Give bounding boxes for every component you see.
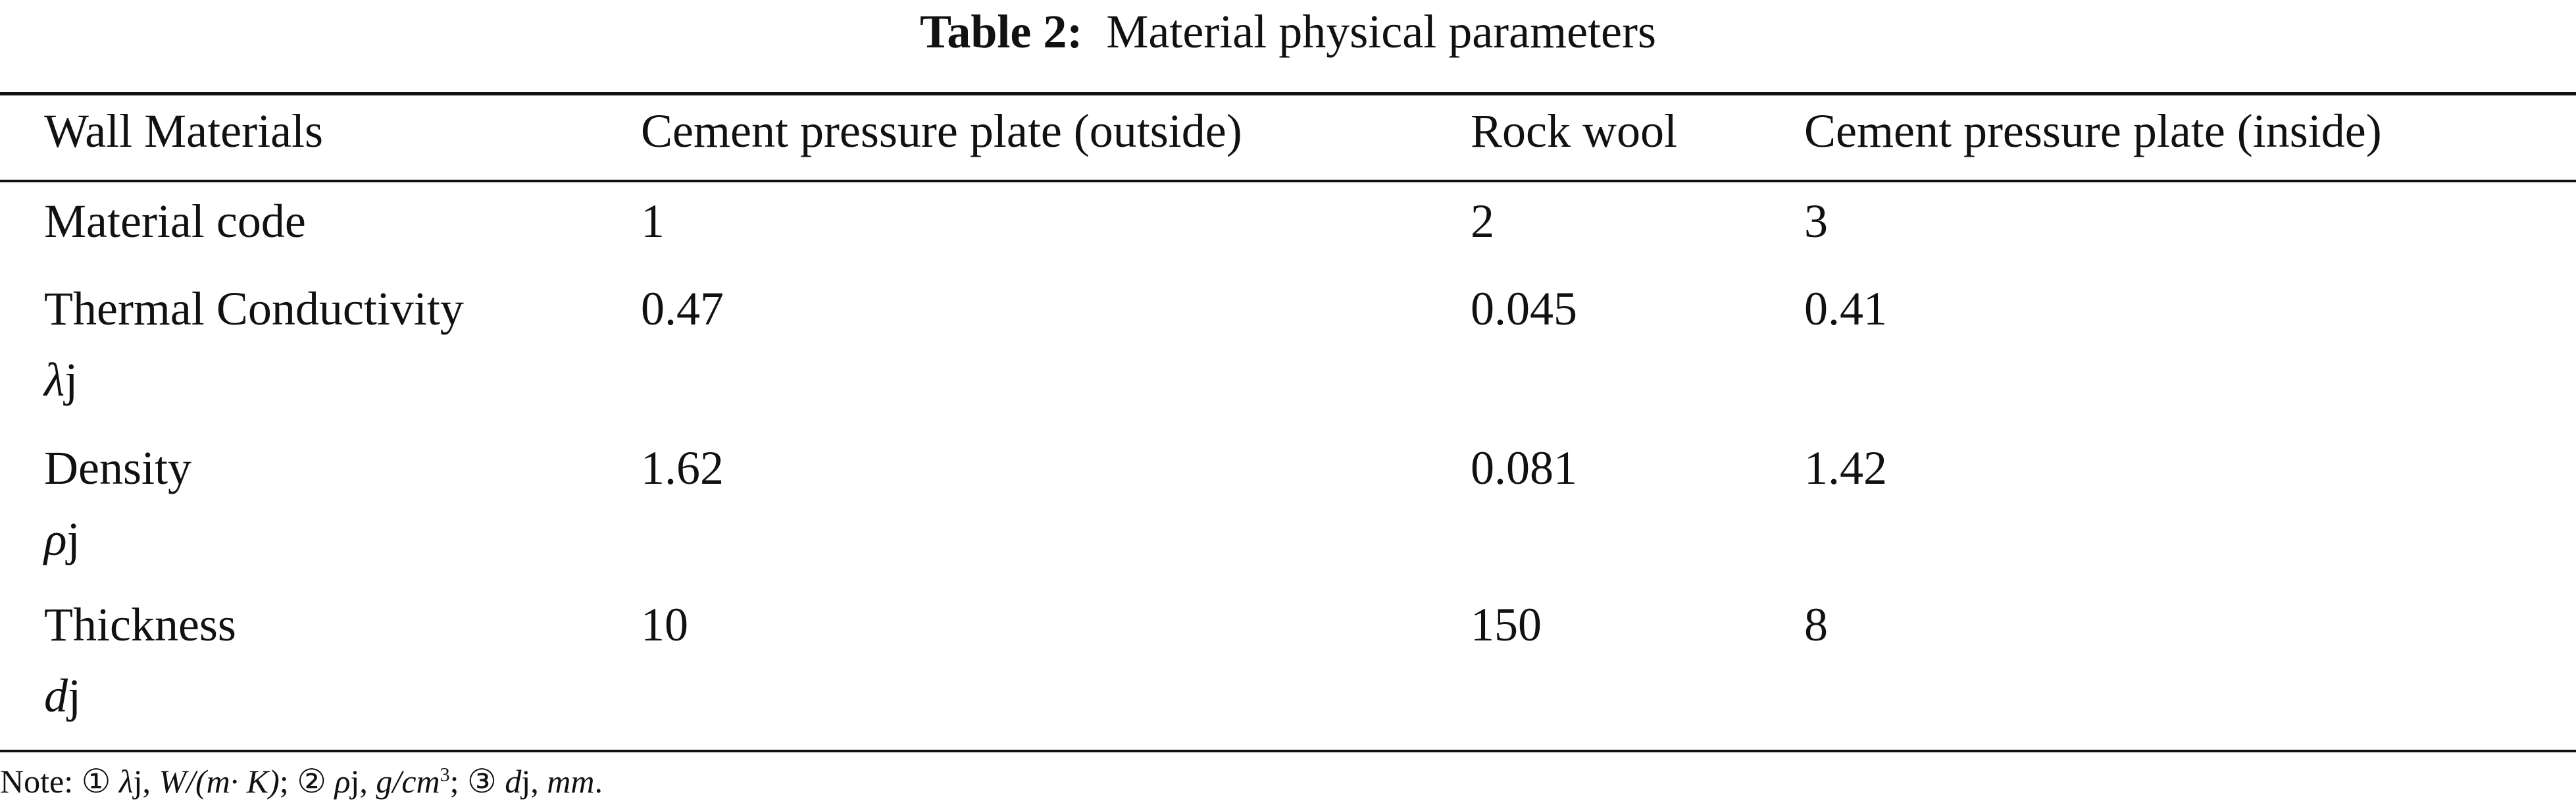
symbol: d <box>44 669 68 722</box>
row-label: Thickness <box>44 598 236 651</box>
title-text: Material physical parameters <box>1106 5 1657 58</box>
symbol: ρ <box>44 513 67 565</box>
note-text: . <box>594 763 603 800</box>
cell-value: 1.42 <box>1804 442 1887 494</box>
cell-value: 150 <box>1471 598 1542 651</box>
note-unit: W/(m· K) <box>159 763 280 800</box>
cell-value: 0.081 <box>1471 442 1577 494</box>
header-cell: Cement pressure plate (inside) <box>1804 105 2382 157</box>
row-symbol: ρj <box>44 515 80 563</box>
symbol-suffix: j <box>68 669 82 722</box>
row-label: Density <box>44 442 191 494</box>
row-symbol: λj <box>44 356 78 403</box>
note-text: j, <box>350 763 376 800</box>
note-text: ; ② <box>279 763 335 800</box>
symbol-suffix: j <box>66 513 80 565</box>
cell-value: 0.41 <box>1804 282 1887 335</box>
note-symbol: λ <box>118 763 134 800</box>
table-note: Note: ① λj, W/(m· K); ② ρj, g/cm3; ③ dj,… <box>0 765 603 798</box>
note-text: j, <box>521 763 547 800</box>
cell-value: 1 <box>641 195 665 247</box>
header-cell: Wall Materials <box>44 105 324 157</box>
symbol: λ <box>44 353 65 406</box>
cell-value: 0.045 <box>1471 282 1577 335</box>
note-text: Note: ① <box>0 763 119 800</box>
title-label: Table 2: <box>919 5 1083 58</box>
note-text: j, <box>133 763 159 800</box>
cell-value: 8 <box>1804 598 1828 651</box>
note-symbol: d <box>505 763 522 800</box>
row-label: Thermal Conductivity <box>44 282 464 335</box>
cell-value: 10 <box>641 598 688 651</box>
note-superscript: 3 <box>440 764 450 786</box>
header-cell: Rock wool <box>1471 105 1677 157</box>
symbol-suffix: j <box>64 353 78 406</box>
bottom-rule <box>0 750 2576 752</box>
note-symbol: ρ <box>334 763 351 800</box>
note-unit: mm <box>547 763 595 800</box>
header-rule <box>0 180 2576 182</box>
table-title: Table 2: Material physical parameters <box>0 8 2576 55</box>
cell-value: 1.62 <box>641 442 724 494</box>
top-rule <box>0 92 2576 95</box>
note-unit: g/cm <box>376 763 440 800</box>
row-symbol: dj <box>44 672 81 719</box>
header-cell: Cement pressure plate (outside) <box>641 105 1242 157</box>
cell-value: 0.47 <box>641 282 724 335</box>
note-text: ; ③ <box>449 763 505 800</box>
cell-value: 2 <box>1471 195 1494 247</box>
cell-value: 3 <box>1804 195 1828 247</box>
row-label: Material code <box>44 195 306 247</box>
